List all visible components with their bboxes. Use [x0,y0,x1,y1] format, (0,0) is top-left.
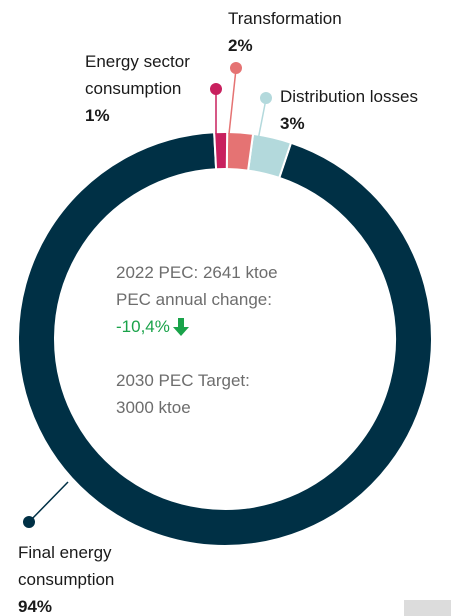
label: Distribution losses 3% [280,83,451,137]
center-text: 3000 ktoe [116,398,191,417]
leader-dot [23,516,35,528]
leader-line [257,98,267,141]
leaders [23,62,272,528]
slice [213,131,229,171]
leader-line [228,68,237,135]
leader-line [28,481,69,523]
slice [17,131,433,547]
leader-dot [260,92,272,104]
label-value: 3% [280,114,305,133]
leader-dot [230,62,242,74]
label-value: 94% [18,597,53,616]
scroll-corner [404,600,451,616]
center-text: 2030 PEC Target: [116,371,250,390]
label-value: 2% [228,36,253,55]
label-name: Final energy consumption [18,543,115,589]
label-name: Distribution losses [280,87,418,106]
down-arrow [173,318,189,336]
slice [246,132,293,180]
leader-dot [210,83,222,95]
label: Transformation 2% [228,5,428,59]
label: Final energy consumption 94% [18,539,148,616]
label-value: 1% [85,106,110,125]
label: Energy sector consumption 1% [85,48,210,129]
slice [225,131,255,172]
center-change: -10,4% [116,317,170,336]
center-text: 2022 PEC: 2641 ktoe [116,263,278,282]
label-name: Energy sector consumption [85,52,190,98]
center-text: PEC annual change: [116,290,272,309]
label-name: Transformation [228,9,342,28]
